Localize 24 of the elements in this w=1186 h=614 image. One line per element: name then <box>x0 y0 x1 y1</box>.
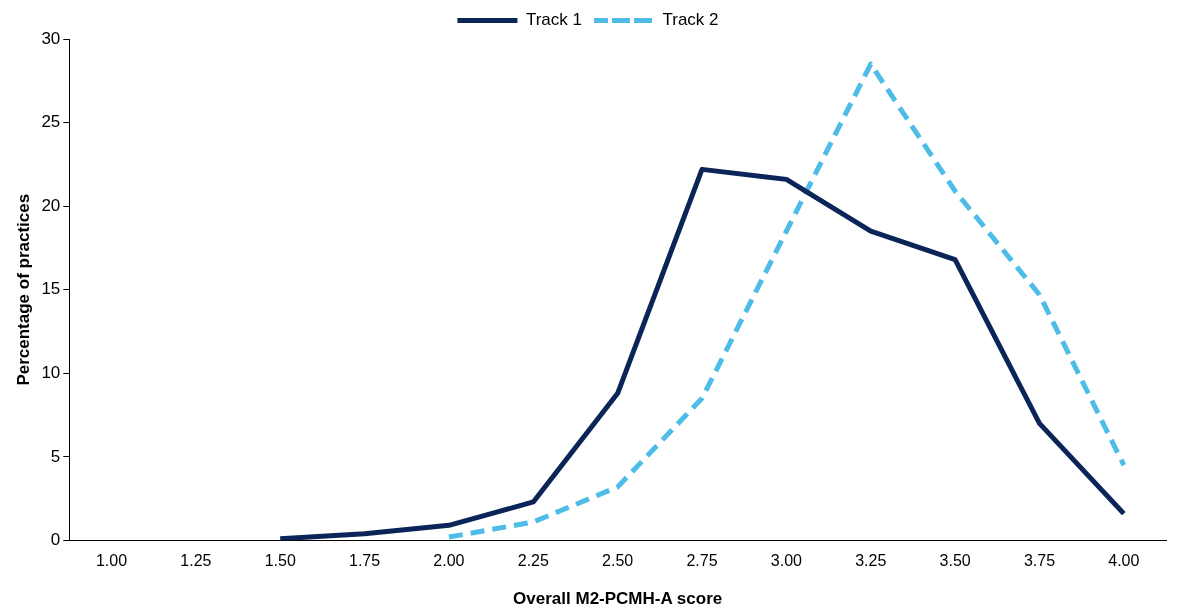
x-tick-label: 1.00 <box>95 552 128 570</box>
y-axis-title: Percentage of practices <box>13 193 33 386</box>
y-tick-label: 30 <box>41 28 61 48</box>
x-tick-label: 1.50 <box>264 552 296 570</box>
x-tick-label: 2.25 <box>517 552 549 570</box>
x-tick-label: 1.25 <box>180 552 212 570</box>
legend-label: Track 2 <box>662 10 719 30</box>
x-tick-label: 2.75 <box>686 552 718 570</box>
x-axis-title: Overall M2-PCMH-A score <box>513 589 723 609</box>
x-tick-label: 3.75 <box>1023 552 1056 570</box>
x-tick-label: 3.50 <box>939 552 971 570</box>
legend-label: Track 1 <box>525 10 582 30</box>
y-tick-label: 5 <box>50 446 61 466</box>
x-tick-label: 2.50 <box>602 552 634 570</box>
x-tick-label: 3.25 <box>855 552 887 570</box>
x-tick-label: 4.00 <box>1108 552 1140 570</box>
x-tick-label: 2.00 <box>433 552 465 570</box>
y-tick-label: 15 <box>41 279 61 299</box>
y-tick-label: 0 <box>50 530 61 550</box>
y-tick-label: 20 <box>41 195 61 215</box>
y-tick-label: 10 <box>41 362 61 382</box>
y-tick-label: 25 <box>41 112 61 132</box>
x-tick-label: 1.75 <box>349 552 381 570</box>
x-tick-label: 3.00 <box>770 552 803 570</box>
